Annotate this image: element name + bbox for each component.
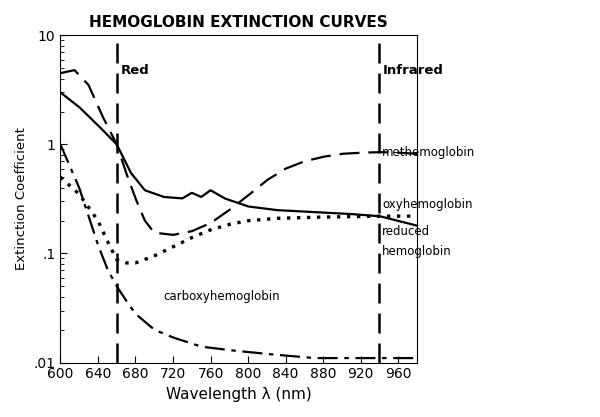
Text: carboxyhemoglobin: carboxyhemoglobin: [164, 290, 280, 304]
Text: methemoglobin: methemoglobin: [382, 146, 476, 158]
Title: HEMOGLOBIN EXTINCTION CURVES: HEMOGLOBIN EXTINCTION CURVES: [89, 15, 388, 30]
Text: Infrared: Infrared: [383, 64, 444, 77]
Text: reduced: reduced: [382, 225, 430, 238]
Text: hemoglobin: hemoglobin: [382, 245, 452, 258]
Text: Red: Red: [121, 64, 149, 77]
X-axis label: Wavelength λ (nm): Wavelength λ (nm): [166, 387, 311, 402]
Y-axis label: Extinction Coefficient: Extinction Coefficient: [15, 128, 28, 270]
Text: oxyhemoglobin: oxyhemoglobin: [382, 198, 473, 211]
